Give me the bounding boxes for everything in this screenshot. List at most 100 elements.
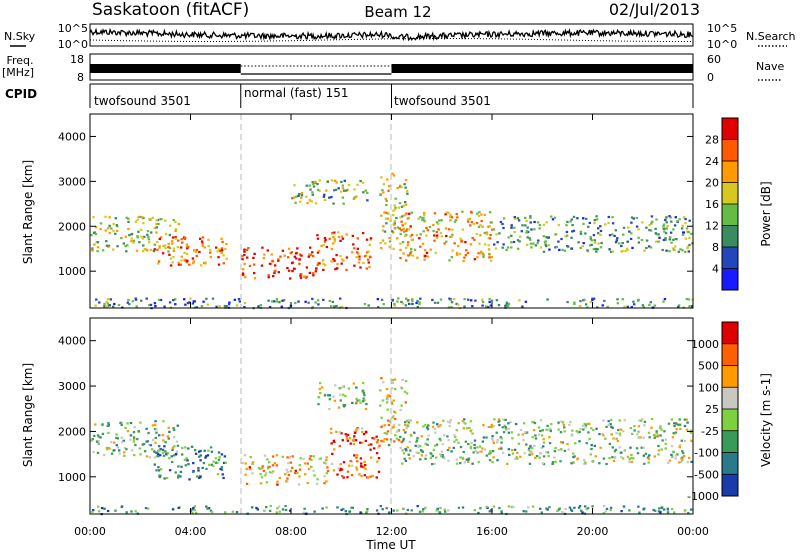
heatmap-pixel [187,447,190,450]
heatmap-pixel [134,443,137,447]
heatmap-pixel [393,440,396,443]
heatmap-pixel [657,510,661,513]
heatmap-pixel [483,213,486,216]
heatmap-pixel [339,297,342,300]
heatmap-pixel [448,421,451,424]
heatmap-pixel [461,506,465,509]
heatmap-pixel [273,462,276,465]
heatmap-pixel [325,506,328,509]
heatmap-pixel [602,512,605,515]
heatmap-pixel [526,230,529,233]
heatmap-pixel [540,434,544,437]
heatmap-pixel [207,507,211,510]
heatmap-pixel [323,198,327,201]
heatmap-pixel [404,179,408,182]
heatmap-pixel [97,439,100,443]
heatmap-pixel [450,301,454,304]
heatmap-pixel [367,443,371,446]
heatmap-pixel [107,447,111,450]
heatmap-pixel [638,511,641,514]
heatmap-pixel [125,511,128,514]
heatmap-pixel [490,221,493,224]
heatmap-pixel [332,202,335,205]
heatmap-pixel [433,234,436,237]
heatmap-pixel [662,300,665,303]
heatmap-pixel [300,194,304,197]
heatmap-pixel [333,305,336,308]
heatmap-pixel [359,511,362,514]
heatmap-pixel [667,422,671,425]
heatmap-pixel [554,460,557,463]
heatmap-pixel [411,302,414,305]
heatmap-pixel [404,222,407,225]
heatmap-pixel [263,454,267,457]
heatmap-pixel [472,451,475,454]
heatmap-pixel [406,244,410,247]
heatmap-pixel [376,460,379,463]
heatmap-pixel [508,453,511,456]
heatmap-pixel [476,256,479,259]
heatmap-pixel [418,301,421,304]
heatmap-pixel [413,431,416,434]
heatmap-pixel [129,438,132,441]
heatmap-pixel [615,437,618,440]
heatmap-pixel [342,507,345,511]
heatmap-pixel [686,247,689,250]
heatmap-pixel [191,257,195,260]
heatmap-pixel [346,188,349,191]
heatmap-pixel [686,245,690,248]
heatmap-pixel [426,428,430,431]
heatmap-pixel [298,253,302,256]
heatmap-pixel [153,226,156,229]
heatmap-pixel [348,464,351,467]
heatmap-pixel [241,258,244,261]
heatmap-pixel [91,438,94,441]
heatmap-pixel [380,439,383,442]
heatmap-pixel [655,430,658,433]
heatmap-pixel [211,464,215,467]
heatmap-pixel [356,251,359,254]
heatmap-pixel [527,449,531,452]
heatmap-pixel [366,251,369,254]
heatmap-pixel [289,470,292,473]
power-ylabel: Slant Range [km] [21,160,35,264]
heatmap-pixel [177,506,180,509]
heatmap-pixel [333,240,337,243]
heatmap-pixel [174,220,177,223]
heatmap-pixel [485,505,488,508]
heatmap-pixel [476,451,479,454]
heatmap-pixel [687,250,690,253]
heatmap-pixel [599,233,602,236]
heatmap-pixel [463,256,466,259]
heatmap-pixel [351,234,355,237]
heatmap-pixel [557,449,560,452]
heatmap-pixel [542,438,545,441]
heatmap-pixel [501,222,504,226]
heatmap-pixel [630,305,633,309]
heatmap-pixel [641,418,644,421]
heatmap-pixel [539,419,543,422]
heatmap-pixel [380,176,383,179]
heatmap-pixel [343,179,346,182]
heatmap-pixel [677,304,681,307]
colorbar-swatch [722,430,738,453]
heatmap-pixel [335,254,338,257]
heatmap-pixel [623,449,626,452]
heatmap-pixel [153,463,156,466]
heatmap-pixel [312,274,315,277]
heatmap-pixel [105,240,108,243]
heatmap-pixel [246,256,249,259]
heatmap-pixel [244,276,247,279]
heatmap-pixel [278,510,281,513]
heatmap-pixel [393,204,396,207]
heatmap-pixel [675,428,678,431]
heatmap-pixel [405,392,409,395]
heatmap-pixel [355,468,359,471]
heatmap-pixel [584,426,587,429]
heatmap-pixel [521,433,524,436]
heatmap-pixel [298,193,301,196]
heatmap-pixel [214,457,218,460]
heatmap-pixel [259,482,263,485]
heatmap-pixel [517,219,521,222]
heatmap-pixel [330,431,333,434]
